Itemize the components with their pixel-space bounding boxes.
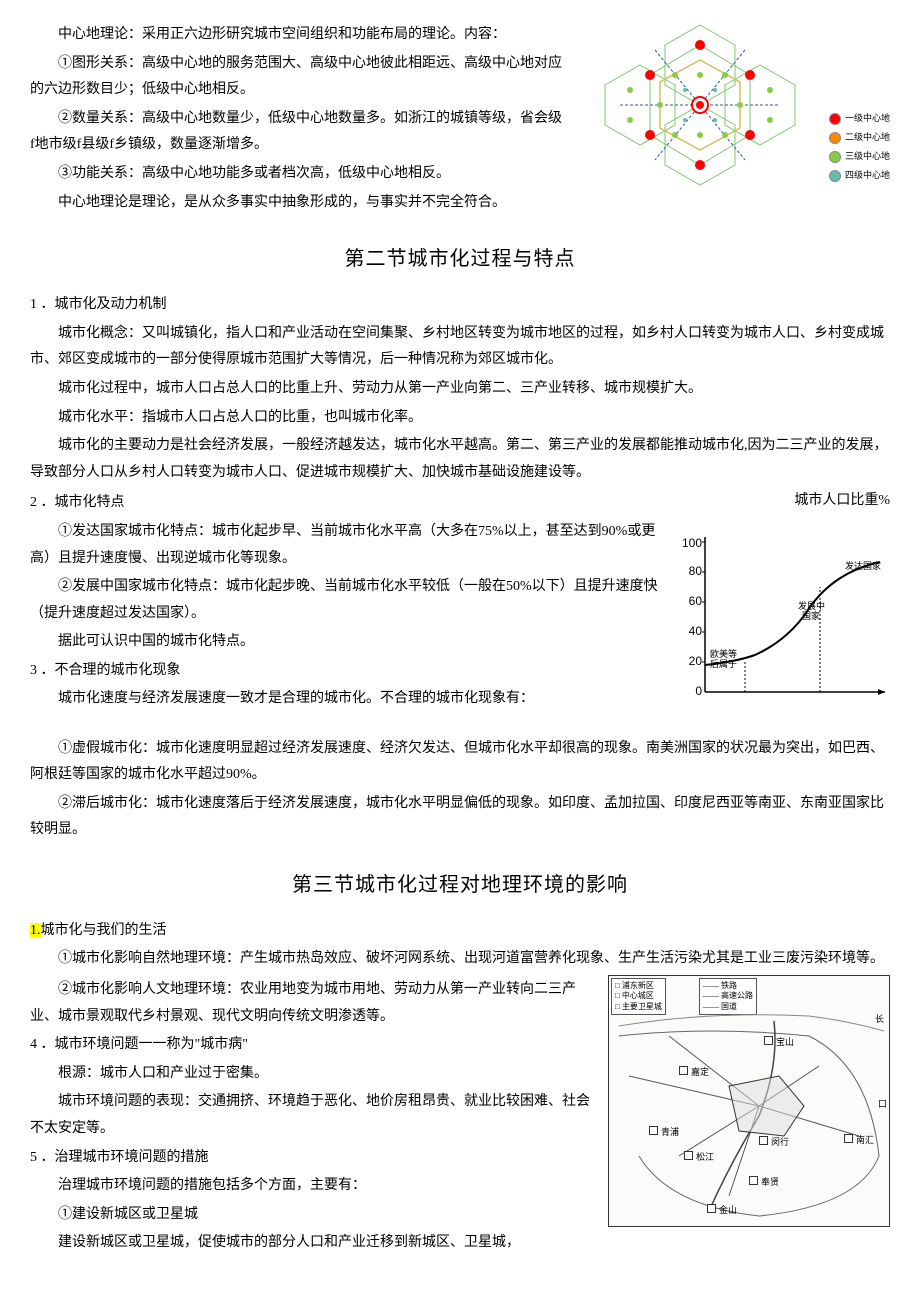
heading-1: 1 ．城市化及动力机制 <box>30 292 890 319</box>
map-label: 长 <box>875 1011 884 1028</box>
legend-level-4: 四级中心地 <box>829 167 890 184</box>
chart-title: 城市人口比重% <box>680 488 890 515</box>
svg-text:100: 100 <box>682 536 702 550</box>
central-place-theory-block: 一级中心地 二级中心地 三级中心地 四级中心地 中心地理论：采用正六边形研究城市… <box>30 20 890 218</box>
map-label: 松江 <box>696 1149 714 1166</box>
hexagon-diagram <box>575 20 825 190</box>
shanghai-map-container: □ 浦东新区 □ 中心城区 □ 主要卫星城 —— 铁路 —— 高速公路 —— 国… <box>608 975 890 1227</box>
map-city-icon <box>649 1126 658 1135</box>
text-p: 城市化的主要动力是社会经济发展，一般经济越发达，城市化水平越高。第二、第三产业的… <box>30 433 890 486</box>
map-label: 闵行 <box>771 1134 789 1151</box>
urbanization-chart: 0 20 40 60 80 100 欧美等 后属于 发展中 国家 <box>680 517 890 717</box>
heading-s3-1: 1.城市化与我们的生活 <box>30 918 890 945</box>
map-city-icon <box>679 1066 688 1075</box>
urbanization-chart-container: 城市人口比重% 0 20 40 60 80 100 <box>680 488 890 727</box>
map-city-icon <box>764 1036 773 1045</box>
map-label: 嘉定 <box>691 1064 709 1081</box>
svg-text:发展中: 发展中 <box>798 600 825 611</box>
text-p: ①虚假城市化：城市化速度明显超过经济发展速度、经济欠发达、但城市化水平却很高的现… <box>30 736 890 789</box>
map-lines <box>609 976 889 1226</box>
text-p: ②滞后城市化：城市化速度落后于经济发展速度，城市化水平明显偏低的现象。如印度、孟… <box>30 791 890 844</box>
legend-level-2: 二级中心地 <box>829 129 890 146</box>
map-city-icon <box>759 1136 768 1145</box>
map-label: 宝山 <box>776 1034 794 1051</box>
map-label: 青浦 <box>661 1124 679 1141</box>
highlight-marker: 1. <box>30 923 41 938</box>
text-p: 城市化过程中，城市人口占总人口的比重上升、劳动力从第一产业向第二、三产业转移、城… <box>30 376 890 403</box>
svg-text:60: 60 <box>689 594 703 608</box>
text-p: ①城市化影响自然地理环境：产生城市热岛效应、破坏河网系统、出现河道富营养化现象、… <box>30 946 890 973</box>
urbanization-features-block: 城市人口比重% 0 20 40 60 80 100 <box>30 488 890 733</box>
map-label: 口 <box>878 1096 887 1113</box>
hexagon-legend: 一级中心地 二级中心地 三级中心地 四级中心地 <box>829 110 890 186</box>
svg-text:80: 80 <box>689 564 703 578</box>
legend-level-3: 三级中心地 <box>829 148 890 165</box>
svg-text:发达国家: 发达国家 <box>845 560 881 571</box>
map-city-icon <box>844 1134 853 1143</box>
hexagon-diagram-container: 一级中心地 二级中心地 三级中心地 四级中心地 <box>575 20 890 190</box>
legend-level-1: 一级中心地 <box>829 110 890 127</box>
svg-text:20: 20 <box>689 654 703 668</box>
text-p: 建设新城区或卫星城，促使城市的部分人口和产业迁移到新城区、卫星城， <box>30 1230 890 1257</box>
map-label: 金山 <box>719 1202 737 1219</box>
text-p: 中心地理论是理论，是从众多事实中抽象形成的，与事实并不完全符合。 <box>30 190 890 217</box>
section-2-title: 第二节城市化过程与特点 <box>30 240 890 278</box>
svg-text:国家: 国家 <box>802 610 820 621</box>
svg-text:后属于: 后属于 <box>710 659 737 669</box>
shanghai-map: □ 浦东新区 □ 中心城区 □ 主要卫星城 —— 铁路 —— 高速公路 —— 国… <box>608 975 890 1227</box>
svg-text:0: 0 <box>695 684 702 698</box>
map-label: 南汇 <box>856 1132 874 1149</box>
map-city-icon <box>684 1151 693 1160</box>
map-city-icon <box>749 1176 758 1185</box>
urban-env-block: □ 浦东新区 □ 中心城区 □ 主要卫星城 —— 铁路 —— 高速公路 —— 国… <box>30 975 890 1259</box>
map-city-icon <box>707 1204 716 1213</box>
text-p: 城市化概念：又叫城镇化，指人口和产业活动在空间集聚、乡村地区转变为城市地区的过程… <box>30 321 890 374</box>
map-label: 奉贤 <box>761 1174 779 1191</box>
text-p: 城市化水平：指城市人口占总人口的比重，也叫城市化率。 <box>30 405 890 432</box>
heading-text: 城市化与我们的生活 <box>41 923 167 938</box>
svg-text:欧美等: 欧美等 <box>710 648 737 659</box>
svg-text:40: 40 <box>689 624 703 638</box>
section-3-title: 第三节城市化过程对地理环境的影响 <box>30 866 890 904</box>
